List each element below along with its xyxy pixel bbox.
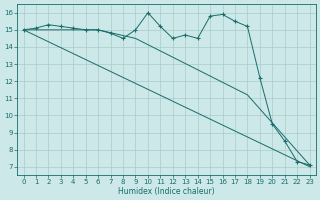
X-axis label: Humidex (Indice chaleur): Humidex (Indice chaleur) xyxy=(118,187,215,196)
